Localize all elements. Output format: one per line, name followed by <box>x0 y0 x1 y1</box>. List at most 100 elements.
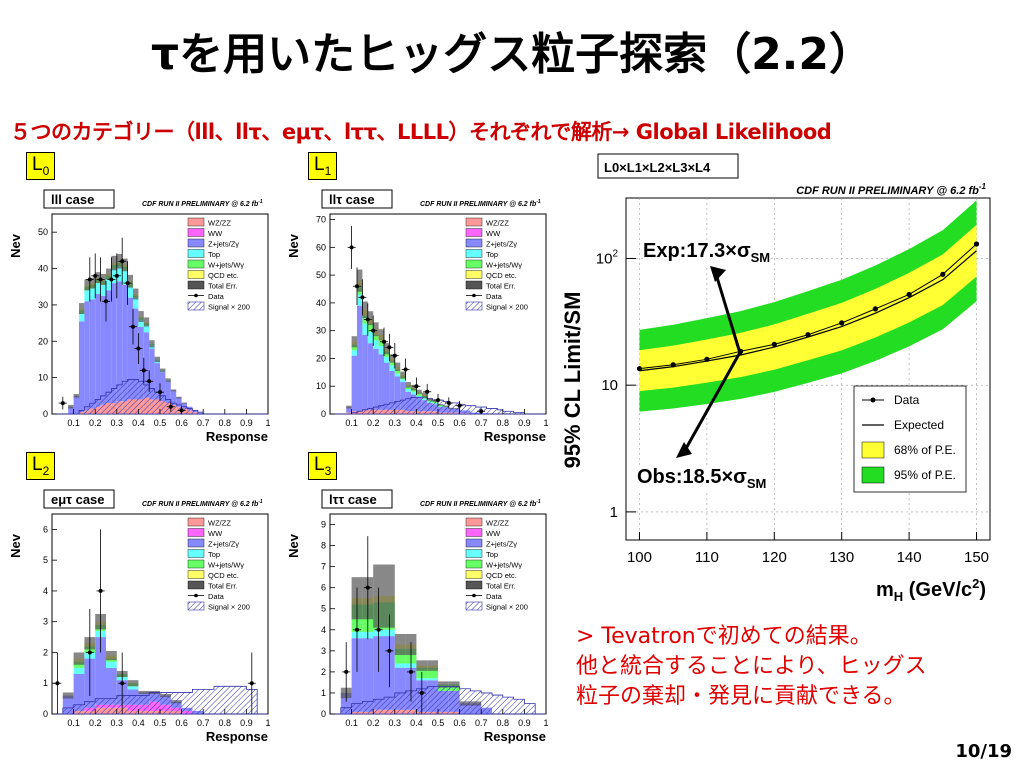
legend-swatch-ww <box>465 528 483 537</box>
conclusion-line-1: > Tevatronで初めての結果。 <box>576 624 872 649</box>
data-point <box>355 627 359 632</box>
bar-wjets <box>389 361 395 366</box>
legend-label: Z+jets/Zγ <box>208 540 239 549</box>
x-tick-label: 150 <box>964 549 989 566</box>
legend-swatch-wzzz <box>465 217 483 227</box>
legend-swatch-ww <box>465 228 483 237</box>
data-point <box>409 669 413 674</box>
data-point <box>141 368 146 373</box>
histogram-panel-l1: llτ case CDF RUN II PRELIMINARY @ 6.2 fb-… <box>284 186 554 454</box>
case-title-box <box>43 489 115 509</box>
total-error-box <box>165 378 171 382</box>
legend-swatch-qcd <box>187 570 205 579</box>
observed-point <box>771 341 777 347</box>
bar-zjets <box>373 636 384 710</box>
legend-label: WZ/ZZ <box>208 519 231 528</box>
data-point <box>360 295 365 300</box>
bar-zjets <box>149 348 155 400</box>
x-tick-label: 0.2 <box>367 718 380 728</box>
legend-swatch-95 <box>861 466 885 484</box>
legend-label: W+jets/Wγ <box>486 261 522 270</box>
bar-zjets <box>154 363 160 400</box>
legend-swatch-err <box>465 280 483 290</box>
total-error-box <box>362 301 368 319</box>
x-tick-label: 0.9 <box>518 418 531 428</box>
total-error-box <box>79 303 85 314</box>
legend-swatch-data-point <box>472 293 476 298</box>
bar-top <box>400 379 406 383</box>
bar-zjets <box>100 295 106 405</box>
preliminary-label: CDF RUN II PRELIMINARY @ 6.2 fb-1 <box>420 499 541 508</box>
bar-top <box>351 350 357 356</box>
histogram-panel-l2: eμτ case CDF RUN II PRELIMINARY @ 6.2 fb-… <box>6 486 276 754</box>
y-tick-label: 4 <box>43 586 48 596</box>
total-error-box <box>160 368 166 373</box>
y-tick-label: 4 <box>321 625 326 635</box>
legend-label: 95% of P.E. <box>894 468 956 482</box>
x-tick-label: 1 <box>265 718 270 728</box>
x-tick-label: 1 <box>543 718 548 728</box>
histogram-svg: lττ case CDF RUN II PRELIMINARY @ 6.2 fb-… <box>286 489 549 744</box>
bar-zjets <box>84 301 90 411</box>
data-point <box>87 277 92 282</box>
x-tick-label: 0.2 <box>89 718 102 728</box>
total-error-box <box>149 340 155 348</box>
bar-top <box>133 297 139 309</box>
legend-swatch-top <box>465 249 483 258</box>
bar-zjets <box>95 294 101 407</box>
data-point <box>446 400 451 405</box>
total-error-box <box>411 384 417 391</box>
x-tick-label: 0.1 <box>345 418 358 428</box>
bar-zjets <box>73 395 79 414</box>
bar-top <box>84 290 90 302</box>
bar-zjets <box>400 382 406 410</box>
observed-point <box>636 366 643 372</box>
total-error-box <box>133 288 139 300</box>
bar-wjets <box>373 334 379 341</box>
legend-swatch-zjets <box>465 538 483 548</box>
x-tick-label: 0.1 <box>345 718 358 728</box>
y-tick-label: 0 <box>43 709 48 719</box>
y-tick-label: 40 <box>38 264 48 274</box>
x-tick-label: 0.5 <box>154 418 167 428</box>
x-tick-label: 0.3 <box>111 718 124 728</box>
conclusion-line-3: 粒子の棄却・発見に貢献できる。 <box>576 684 906 709</box>
legend-swatch-err <box>187 580 205 590</box>
bar-top <box>378 345 384 355</box>
y-tick-label: 20 <box>316 353 326 363</box>
bar-zjets <box>122 284 128 402</box>
bar-zjets <box>378 354 384 410</box>
x-tick-label: 1 <box>265 418 270 428</box>
x-tick-label: 0.9 <box>518 718 531 728</box>
x-axis-label: Response <box>206 729 268 744</box>
x-tick-label: 0.2 <box>89 418 102 428</box>
legend-label: Top <box>486 550 498 559</box>
total-error-box <box>351 336 357 348</box>
total-error-box <box>400 371 406 379</box>
bar-wjets <box>378 340 384 346</box>
x-axis-label: Response <box>484 729 546 744</box>
x-tick-label: 0.7 <box>197 418 210 428</box>
x-tick-label: 110 <box>695 549 719 566</box>
legend-label: WW <box>486 229 501 238</box>
total-error-box <box>138 311 144 322</box>
data-point <box>98 277 103 282</box>
x-tick-label: 0.6 <box>175 418 188 428</box>
bar-wjets <box>394 648 406 664</box>
legend-swatch-wzzz <box>187 517 205 527</box>
total-error-box <box>416 389 422 394</box>
y-tick-label: 3 <box>43 617 48 627</box>
legend-label: Total Err. <box>208 282 238 291</box>
data-point <box>168 404 173 409</box>
bar-wzzz <box>346 412 352 414</box>
total-error-box <box>346 405 352 409</box>
legend-label: Z+jets/Zγ <box>486 540 517 549</box>
data-point <box>349 245 354 250</box>
bar-zjets <box>106 667 117 705</box>
observed-arrow <box>682 350 742 453</box>
bar-zjets <box>373 348 379 410</box>
legend-swatch-ww <box>187 528 205 537</box>
bar-zjets <box>367 343 374 410</box>
expected-callout: Exp:17.3×σSM <box>643 240 771 265</box>
total-error-box <box>111 255 117 271</box>
